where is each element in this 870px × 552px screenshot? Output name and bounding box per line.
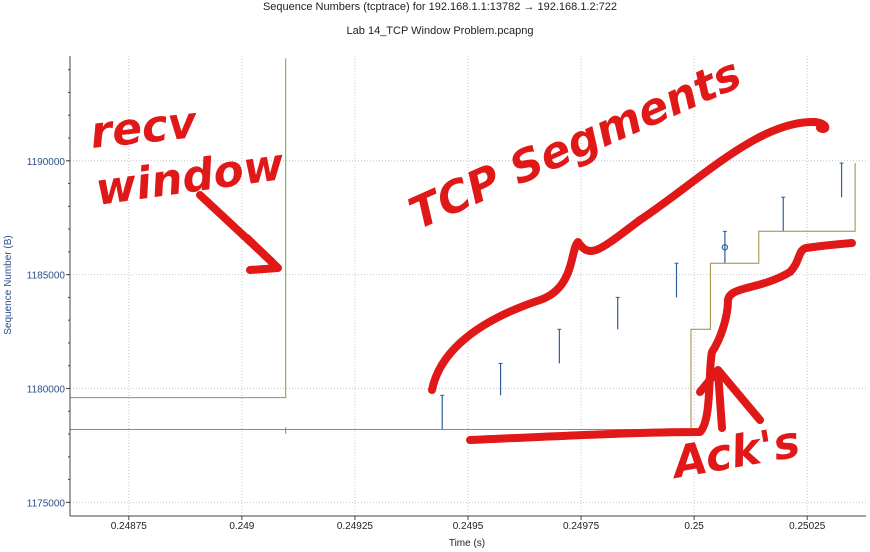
x-tick-label: 0.24975	[563, 521, 600, 532]
arrowhead-recv-window	[243, 234, 282, 274]
annotation-acks: Ack's	[666, 416, 804, 489]
y-tick-label: 1175000	[27, 498, 66, 509]
x-tick-label: 0.24875	[111, 521, 148, 532]
arrow-acks	[696, 366, 764, 432]
y-axis-label: Sequence Number (B)	[3, 235, 14, 335]
bracket-tcp-segments	[428, 117, 830, 394]
annotation-tcp-segments: TCP Segments	[402, 48, 749, 240]
y-tick-label: 1180000	[27, 384, 66, 395]
chart-subtitle: Lab 14_TCP Window Problem.pcapng	[347, 25, 534, 37]
x-tick-label: 0.25025	[789, 521, 826, 532]
tick-labels: 0.24875 0.249 0.24925 0.2495 0.24975 0.25 0.25…	[27, 157, 826, 532]
bracket-acks	[466, 239, 856, 444]
x-axis-label: Time (s)	[449, 538, 485, 549]
x-tick-label: 0.24925	[337, 521, 374, 532]
segment-marker	[721, 244, 729, 251]
y-tick-label: 1190000	[27, 157, 66, 168]
x-tick-label: 0.2495	[453, 521, 484, 532]
handwritten-annotations: recv window TCP Segments Ack's	[88, 48, 856, 489]
annotation-recv: recv	[88, 97, 200, 159]
ack-line	[70, 163, 856, 430]
chart-title: Sequence Numbers (tcptrace) for 192.168.…	[263, 1, 617, 13]
y-tick-label: 1185000	[27, 271, 66, 282]
plot-area[interactable]	[70, 58, 856, 435]
receive-window-line	[70, 58, 287, 399]
x-tick-label: 0.249	[229, 521, 254, 532]
x-tick-label: 0.25	[684, 521, 704, 532]
axes	[66, 56, 866, 520]
